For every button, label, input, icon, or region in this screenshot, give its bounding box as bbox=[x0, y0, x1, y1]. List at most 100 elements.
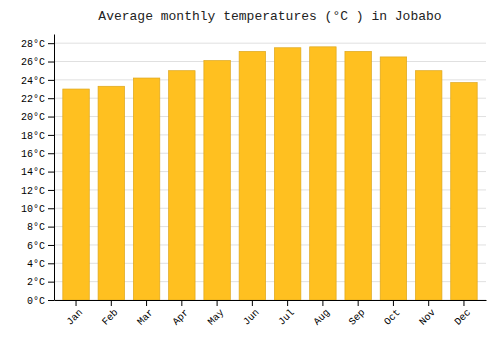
y-tick: 20°C bbox=[21, 112, 54, 123]
x-axis-line bbox=[55, 300, 487, 301]
y-tick: 26°C bbox=[21, 57, 54, 68]
y-tick-label: 26°C bbox=[21, 57, 45, 68]
y-tick-label: 0°C bbox=[27, 296, 45, 307]
grid-line bbox=[54, 43, 486, 44]
y-tick-label: 10°C bbox=[21, 204, 45, 215]
bar bbox=[63, 89, 89, 300]
x-tick: Oct bbox=[382, 300, 403, 328]
y-tick-label: 14°C bbox=[21, 167, 45, 178]
chart-container: Jan Feb Mar Apr May Jun Jul Aug Sep Oct Nov Dec 0°C 2… bbox=[0, 0, 500, 350]
y-tick: 10°C bbox=[21, 204, 54, 215]
bar bbox=[310, 47, 336, 300]
x-tick: Jul bbox=[276, 300, 297, 328]
y-tick-mark bbox=[48, 80, 54, 81]
y-tick-mark bbox=[48, 300, 54, 301]
y-tick-mark bbox=[48, 172, 54, 173]
x-tick-mark bbox=[76, 300, 77, 306]
y-tick: 22°C bbox=[21, 94, 54, 105]
y-tick-mark bbox=[48, 117, 54, 118]
y-tick: 14°C bbox=[21, 167, 54, 178]
x-tick-mark bbox=[463, 300, 464, 306]
y-tick-label: 6°C bbox=[27, 241, 45, 252]
x-tick-mark bbox=[146, 300, 147, 306]
y-tick-mark bbox=[48, 153, 54, 154]
bar bbox=[451, 83, 477, 300]
y-tick: 8°C bbox=[27, 222, 54, 233]
x-tick: Aug bbox=[312, 300, 333, 328]
y-tick: 12°C bbox=[21, 186, 54, 197]
x-tick: May bbox=[206, 300, 227, 328]
y-tick: 4°C bbox=[27, 259, 54, 270]
x-tick-mark bbox=[181, 300, 182, 306]
y-tick: 18°C bbox=[21, 131, 54, 142]
y-axis: 0°C 2°C 4°C 6°C 8°C 10°C 12°C 14°C 16°C 18°C 20°C 2… bbox=[21, 35, 55, 307]
x-tick-label: Feb bbox=[100, 307, 121, 328]
bar bbox=[204, 61, 230, 300]
x-tick-mark bbox=[252, 300, 253, 306]
x-tick: Dec bbox=[453, 300, 474, 328]
y-tick-mark bbox=[48, 98, 54, 99]
x-tick: Nov bbox=[417, 300, 438, 328]
bar bbox=[345, 51, 371, 300]
y-tick: 2°C bbox=[27, 277, 54, 288]
y-tick-label: 28°C bbox=[21, 39, 45, 50]
y-tick: 28°C bbox=[21, 39, 54, 50]
title: Average monthly temperatures (°C ) in Jo… bbox=[98, 9, 441, 24]
x-tick-label: Mar bbox=[135, 307, 156, 328]
x-tick-label: May bbox=[206, 307, 227, 328]
bar bbox=[415, 71, 441, 300]
x-tick-label: Aug bbox=[312, 307, 333, 328]
y-tick-mark bbox=[48, 43, 54, 44]
x-tick: Sep bbox=[347, 300, 368, 328]
x-tick: Mar bbox=[135, 300, 156, 328]
y-tick-mark bbox=[48, 263, 54, 264]
grid-line bbox=[54, 61, 486, 62]
y-axis-line bbox=[54, 35, 55, 301]
x-tick-mark bbox=[111, 300, 112, 306]
x-tick-mark bbox=[358, 300, 359, 306]
bar bbox=[239, 51, 265, 300]
y-tick-label: 12°C bbox=[21, 186, 45, 197]
y-tick: 24°C bbox=[21, 76, 54, 87]
y-tick-label: 2°C bbox=[27, 277, 45, 288]
y-tick: 16°C bbox=[21, 149, 54, 160]
x-tick-label: Jan bbox=[65, 307, 86, 328]
bar bbox=[274, 48, 300, 300]
y-tick-mark bbox=[48, 62, 54, 63]
x-tick-mark bbox=[217, 300, 218, 306]
x-tick: Jan bbox=[65, 300, 86, 328]
y-tick-label: 20°C bbox=[21, 112, 45, 123]
bar bbox=[169, 71, 195, 300]
bars bbox=[63, 47, 477, 300]
y-tick-label: 16°C bbox=[21, 149, 45, 160]
y-tick-mark bbox=[48, 190, 54, 191]
y-tick-mark bbox=[48, 282, 54, 283]
x-tick: Jun bbox=[241, 300, 262, 328]
y-tick-mark bbox=[48, 245, 54, 246]
bar bbox=[133, 78, 159, 300]
x-tick-label: Oct bbox=[382, 307, 403, 328]
y-tick-label: 18°C bbox=[21, 131, 45, 142]
y-tick-mark bbox=[48, 208, 54, 209]
x-tick: Apr bbox=[171, 300, 192, 328]
y-tick-mark bbox=[48, 135, 54, 136]
y-tick: 0°C bbox=[27, 296, 54, 307]
x-tick-label: Nov bbox=[417, 307, 438, 328]
x-tick-label: Sep bbox=[347, 307, 368, 328]
bar bbox=[380, 57, 406, 300]
y-tick-label: 24°C bbox=[21, 76, 45, 87]
grid bbox=[54, 43, 486, 300]
x-tick-label: Apr bbox=[171, 307, 192, 328]
x-tick-label: Dec bbox=[453, 307, 474, 328]
x-tick: Feb bbox=[100, 300, 121, 328]
y-tick-mark bbox=[48, 227, 54, 228]
chart-svg: Jan Feb Mar Apr May Jun Jul Aug Sep Oct Nov Dec 0°C 2… bbox=[0, 0, 500, 350]
y-tick-label: 8°C bbox=[27, 222, 45, 233]
x-tick-label: Jul bbox=[276, 307, 297, 328]
x-tick-mark bbox=[393, 300, 394, 306]
x-tick-label: Jun bbox=[241, 307, 262, 328]
y-tick: 6°C bbox=[27, 241, 54, 252]
x-tick-mark bbox=[322, 300, 323, 306]
x-tick-mark bbox=[428, 300, 429, 306]
y-tick-label: 22°C bbox=[21, 94, 45, 105]
